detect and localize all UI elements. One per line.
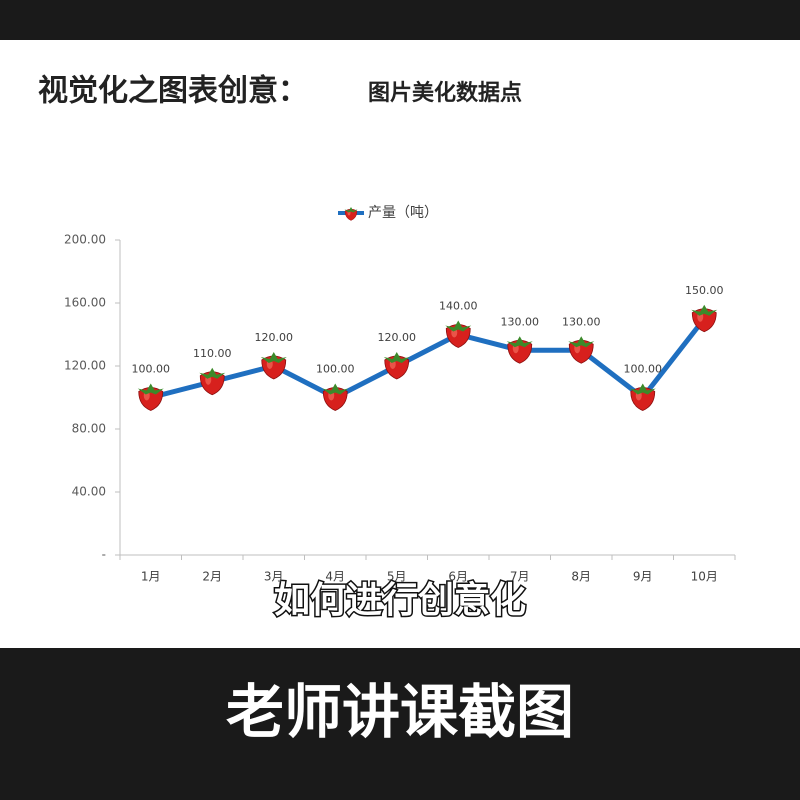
x-tick-label: 6月: [448, 570, 468, 584]
legend-label: 产量（吨）: [368, 205, 438, 221]
y-tick-label: 160.00: [64, 296, 106, 310]
x-tick-label: 2月: [202, 570, 222, 584]
slide-subtitle: 图片美化数据点: [368, 80, 522, 106]
data-marker: [568, 336, 595, 364]
berry-leaves: [506, 336, 533, 348]
value-label: 120.00: [255, 331, 294, 344]
data-marker: [322, 383, 349, 411]
y-tick-label: 80.00: [72, 422, 106, 436]
berry-leaves: [691, 304, 718, 316]
data-marker: [506, 336, 533, 364]
berry-leaves: [137, 383, 164, 395]
berry-leaves: [322, 383, 349, 395]
data-marker: [629, 383, 656, 411]
value-label: 130.00: [562, 315, 601, 328]
x-tick-label: 3月: [264, 570, 284, 584]
value-label: 100.00: [132, 363, 171, 376]
data-marker: [383, 352, 410, 380]
value-label: 140.00: [439, 300, 478, 313]
chart: - 40.00 80.00 120.00 160.00 200.00 1月 2月 3月 4月 5月 6…: [64, 205, 736, 584]
x-tick-label: 5月: [387, 570, 407, 584]
x-tick-label: 4月: [325, 570, 345, 584]
value-label: 130.00: [501, 315, 540, 328]
berry-leaves: [629, 383, 656, 395]
y-tick-label: 200.00: [64, 233, 106, 247]
value-label: 150.00: [685, 284, 724, 297]
data-marker: [691, 304, 718, 333]
berry-leaves: [445, 320, 472, 332]
y-tick-label: 120.00: [64, 359, 106, 373]
x-tick-label: 8月: [571, 570, 591, 584]
value-label: 100.00: [316, 363, 355, 376]
data-marker: [445, 320, 472, 348]
series-line: [150, 317, 707, 400]
x-tick-label: 9月: [633, 570, 653, 584]
banner: 老师讲课截图: [226, 678, 574, 746]
caption: 如何进行创意化: [274, 580, 526, 621]
top-band: [0, 0, 800, 40]
berry-leaves: [344, 207, 358, 213]
berry-leaves: [199, 367, 226, 379]
data-marker: [199, 367, 226, 396]
berry-leaves: [260, 352, 287, 363]
x-tick-label: 10月: [691, 570, 718, 584]
value-label: 100.00: [624, 363, 663, 376]
legend-marker: [344, 207, 358, 221]
slide-title: 视觉化之图表创意：: [38, 74, 308, 109]
berry-leaves: [383, 352, 410, 363]
x-tick-label: 7月: [510, 570, 530, 584]
value-label: 110.00: [193, 347, 232, 360]
y-tick-label: 40.00: [72, 485, 106, 499]
berry-leaves: [568, 336, 595, 348]
x-tick-label: 1月: [141, 570, 161, 584]
data-marker: [137, 383, 164, 411]
value-label: 120.00: [378, 331, 417, 344]
data-marker: [260, 352, 287, 380]
y-tick-label: -: [102, 548, 106, 562]
bottom-band: [0, 648, 800, 800]
